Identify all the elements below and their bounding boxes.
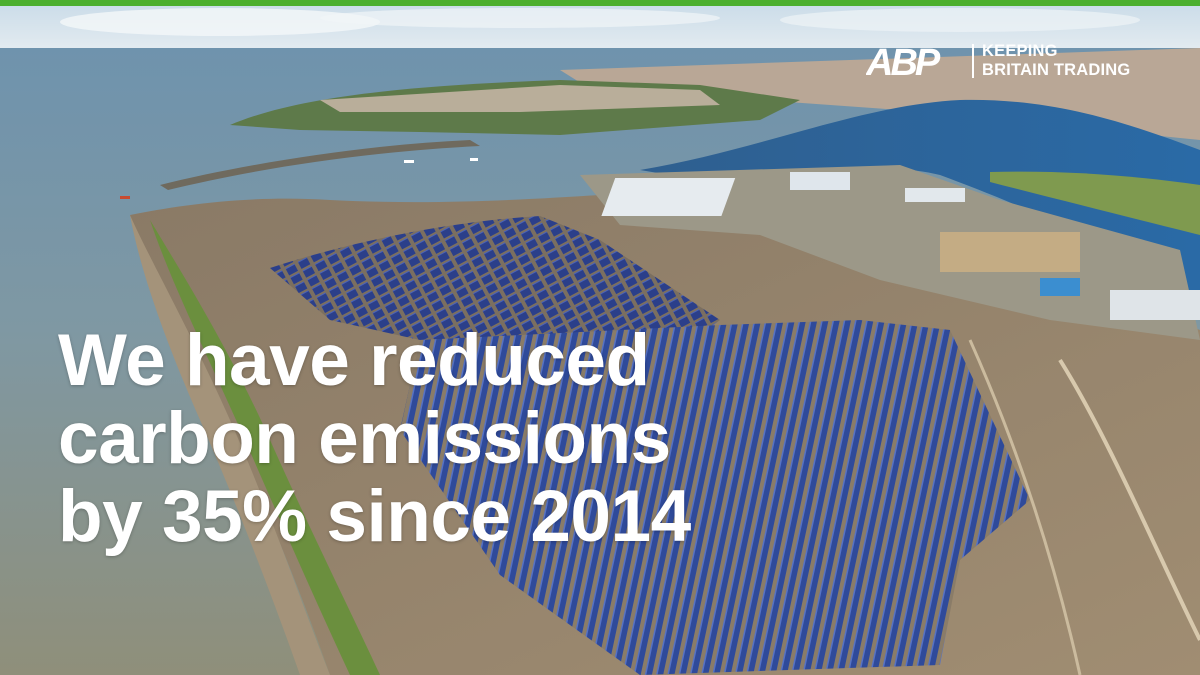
abp-logo-mark: ABP [866, 44, 944, 78]
headline-line-1: We have reduced [58, 320, 650, 401]
logo-tagline: KEEPING BRITAIN TRADING [982, 42, 1130, 80]
tagline-line-1: KEEPING [982, 42, 1058, 60]
headline-line-2: carbon emissions [58, 398, 671, 479]
abp-logo-letters: ABP [866, 44, 941, 78]
abp-logo: ABP KEEPING BRITAIN TRADING [866, 42, 1166, 82]
logo-divider [972, 44, 974, 78]
tagline-line-2: BRITAIN TRADING [982, 61, 1131, 79]
headline: We have reduced carbon emissions by 35% … [58, 322, 818, 556]
accent-bar [0, 0, 1200, 6]
headline-line-3: by 35% since 2014 [58, 476, 691, 557]
